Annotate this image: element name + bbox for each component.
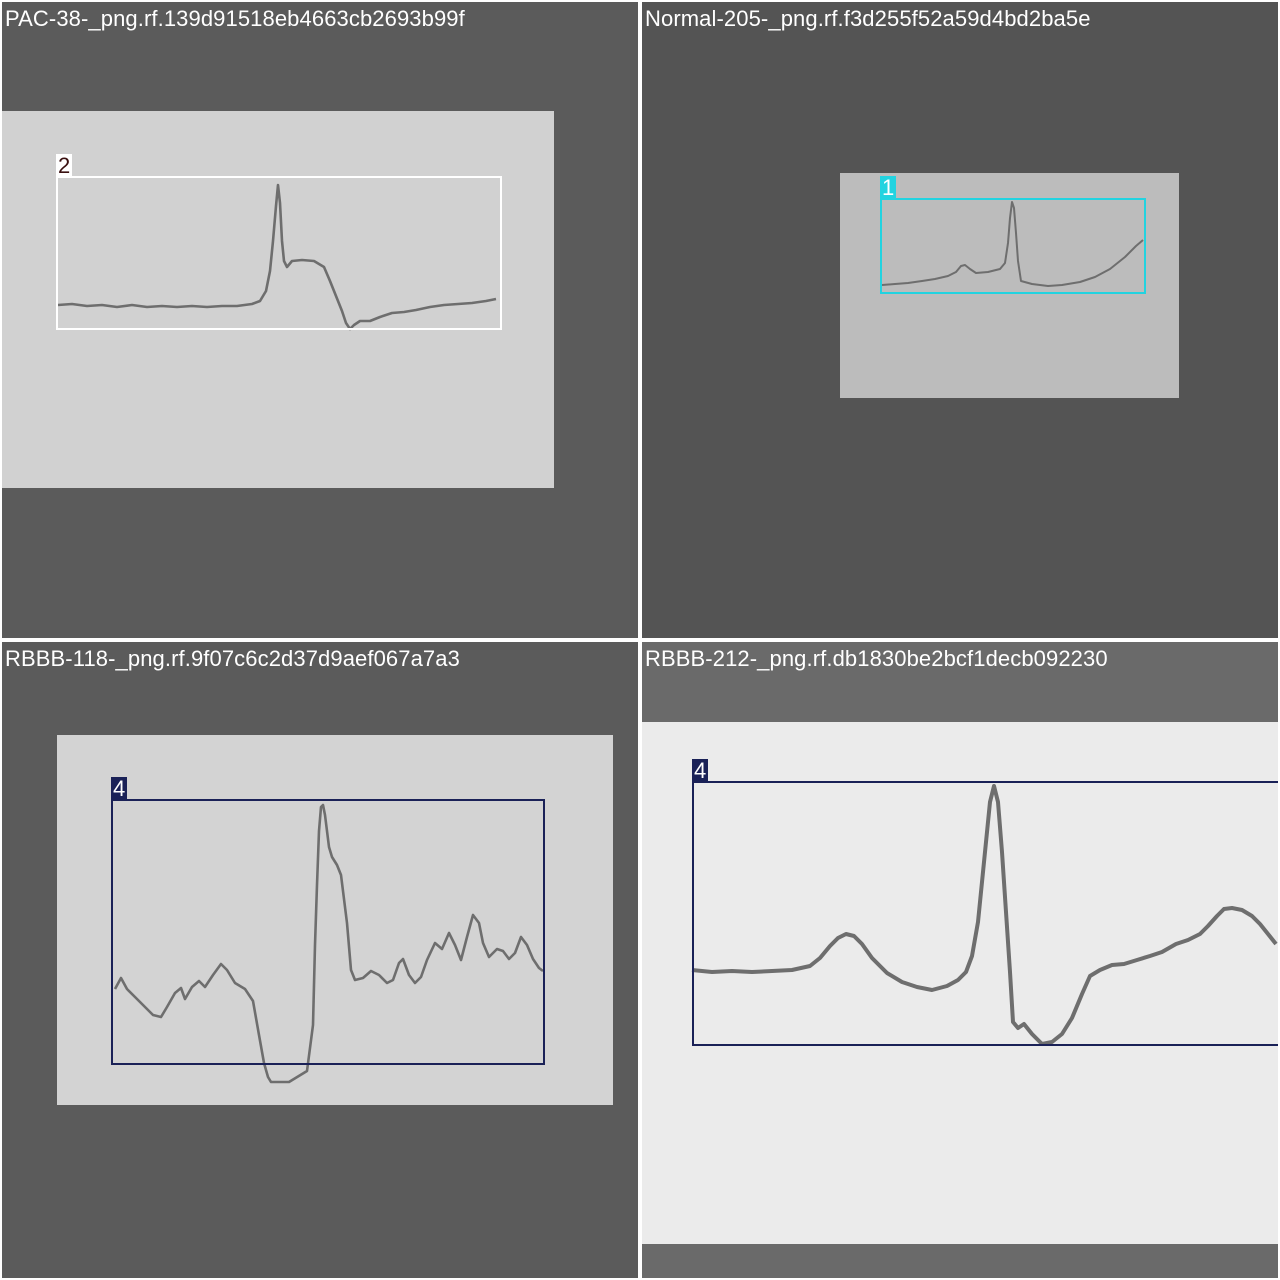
ecg-image-background <box>2 111 554 488</box>
ecg-trace <box>113 803 544 1084</box>
tile-filename: Normal-205-_png.rf.f3d255f52a59d4bd2ba5e <box>645 6 1091 31</box>
bounding-box <box>56 176 502 330</box>
bounding-box <box>692 781 1278 1046</box>
ecg-trace <box>57 183 497 331</box>
ecg-image <box>57 735 613 1105</box>
bounding-box-label: 4 <box>111 776 128 801</box>
grid-tile-rbbb-118: RBBB-118-_png.rf.9f07c6c2d37d9aef067a7a3… <box>2 642 638 1278</box>
bounding-box-label: 4 <box>692 758 709 783</box>
tile-filename: RBBB-212-_png.rf.db1830be2bcf1decb092230 <box>645 646 1108 671</box>
bounding-box <box>880 198 1146 294</box>
ecg-trace <box>881 201 1144 287</box>
ecg-image-background <box>840 173 1179 398</box>
bounding-box-label: 2 <box>56 153 73 178</box>
ecg-image <box>840 173 1179 398</box>
bounding-box <box>111 799 545 1065</box>
grid-tile-pac-38: PAC-38-_png.rf.139d91518eb4663cb2693b99f… <box>2 2 638 638</box>
ecg-trace <box>691 784 1278 1046</box>
ecg-image-background <box>57 735 613 1105</box>
ecg-image-background <box>642 722 1278 1244</box>
bounding-box-label: 1 <box>880 175 897 200</box>
ecg-image <box>2 111 554 488</box>
tile-filename: RBBB-118-_png.rf.9f07c6c2d37d9aef067a7a3 <box>5 646 460 671</box>
ecg-image <box>642 722 1278 1244</box>
tile-filename: PAC-38-_png.rf.139d91518eb4663cb2693b99f <box>5 6 465 31</box>
grid-tile-normal-205: Normal-205-_png.rf.f3d255f52a59d4bd2ba5e… <box>642 2 1278 638</box>
grid-tile-rbbb-212: RBBB-212-_png.rf.db1830be2bcf1decb092230… <box>642 642 1278 1278</box>
